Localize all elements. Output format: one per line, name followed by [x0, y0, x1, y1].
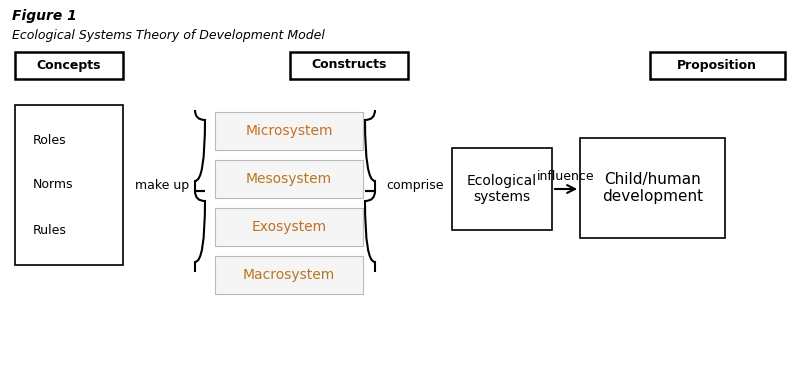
- Text: Microsystem: Microsystem: [245, 124, 332, 138]
- Text: Ecological Systems Theory of Development Model: Ecological Systems Theory of Development…: [12, 28, 325, 42]
- Bar: [215, 208, 363, 246]
- Text: comprise: comprise: [387, 179, 444, 191]
- Text: Concepts: Concepts: [37, 59, 101, 72]
- Text: Child/human
development: Child/human development: [602, 172, 703, 204]
- Bar: [215, 256, 363, 294]
- Text: Constructs: Constructs: [312, 59, 387, 72]
- Bar: [215, 112, 363, 150]
- Text: Figure 1: Figure 1: [12, 9, 77, 23]
- Text: Mesosystem: Mesosystem: [246, 172, 332, 186]
- Bar: [215, 160, 363, 198]
- Text: Norms: Norms: [33, 179, 73, 191]
- Text: Ecological
systems: Ecological systems: [467, 174, 537, 204]
- Bar: [15, 105, 123, 265]
- Text: Roles: Roles: [33, 134, 67, 147]
- Bar: [15, 52, 123, 79]
- Bar: [290, 52, 408, 79]
- Text: Exosystem: Exosystem: [252, 220, 327, 234]
- Text: Proposition: Proposition: [677, 59, 757, 72]
- Text: Macrosystem: Macrosystem: [243, 268, 335, 282]
- Bar: [580, 138, 725, 238]
- Text: make up: make up: [135, 179, 189, 191]
- Bar: [452, 148, 552, 230]
- Bar: [650, 52, 785, 79]
- Text: Rules: Rules: [33, 224, 67, 236]
- Text: influence: influence: [537, 171, 595, 184]
